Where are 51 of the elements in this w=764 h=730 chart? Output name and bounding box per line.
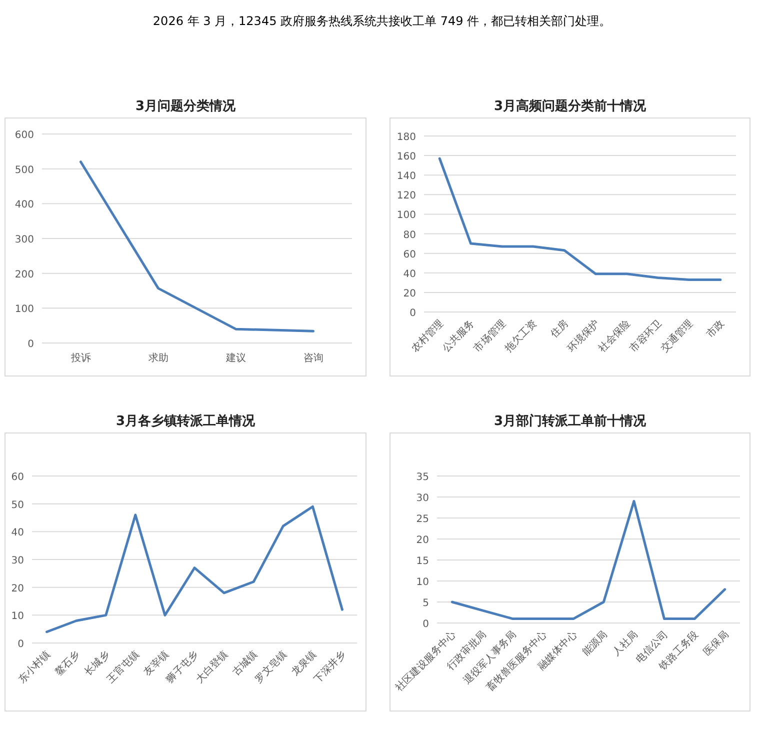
y-tick-label: 20 [416,535,429,546]
y-tick-label: 60 [11,472,24,483]
x-tick-label: 东小村镇 [16,648,53,686]
x-tick-label: 能源局 [580,628,610,658]
y-tick-label: 100 [14,304,34,316]
x-tick-label: 医保局 [702,629,731,658]
line-series [450,500,726,620]
y-tick-label: 600 [14,130,34,141]
x-tick-label: 投诉 [70,352,91,364]
y-tick-label: 80 [403,230,416,241]
line-series [438,157,722,281]
y-tick-label: 50 [11,500,24,511]
y-tick-label: 160 [396,152,416,163]
x-tick-label: 求助 [148,352,168,364]
y-tick-label: 0 [410,308,416,319]
x-tick-label: 鳌石乡 [52,648,82,678]
y-tick-label: 10 [416,577,429,588]
y-tick-label: 0 [28,339,34,350]
y-tick-label: 120 [396,190,416,202]
y-tick-label: 140 [396,171,416,182]
y-tick-label: 35 [416,472,429,483]
y-tick-label: 40 [403,268,416,280]
y-tick-label: 100 [396,210,416,222]
y-tick-label: 300 [14,234,34,246]
y-tick-label: 60 [403,249,416,260]
y-tick-label: 200 [14,269,34,280]
y-tick-label: 20 [11,583,24,594]
text: 2026 年 3 月，12345 政府服务热线系统共接收工单 749 件，都已转相关部门处理。 [152,14,612,28]
chart-title: 3月部门转派工单前十情况 [494,413,648,429]
line-series [46,505,344,634]
chart-title: 3月高频问题分类前十情况 [494,98,648,114]
y-tick-label: 30 [11,556,24,566]
x-tick-label: 住房 [548,318,571,340]
y-tick-label: 40 [11,528,24,539]
y-tick-label: 180 [396,132,416,143]
line-series [80,160,314,332]
x-tick-label: 市政 [704,318,727,340]
y-tick-label: 500 [14,164,34,176]
y-tick-label: 0 [18,639,24,650]
y-tick-label: 25 [416,514,429,525]
x-tick-label: 建议 [224,352,246,364]
y-tick-label: 0 [422,619,429,630]
x-tick-label: 咨询 [303,352,324,364]
y-tick-label: 30 [416,493,429,504]
y-tick-label: 15 [416,556,429,567]
chart-title: 3月问题分类情况 [135,99,237,114]
chart-title: 3月各乡镇转派工单情况 [116,413,256,429]
y-tick-label: 20 [403,288,416,300]
y-tick-label: 5 [422,598,429,609]
y-tick-label: 400 [14,200,34,211]
y-tick-label: 10 [11,611,24,622]
